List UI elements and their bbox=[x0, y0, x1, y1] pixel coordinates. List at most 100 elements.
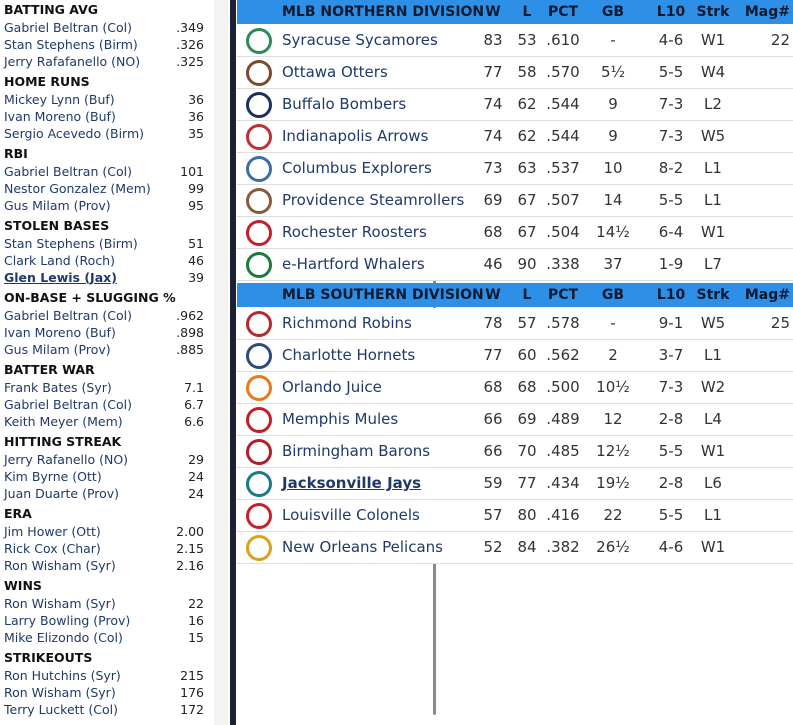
player-name: Larry Bowling (Prov) bbox=[4, 613, 131, 628]
column-header: L bbox=[522, 287, 532, 303]
team-stat: 46 bbox=[483, 255, 503, 273]
team-stat: 77 bbox=[483, 63, 503, 81]
team-stat: 6-4 bbox=[658, 223, 684, 241]
column-header: L bbox=[522, 4, 532, 20]
team-stat: 57 bbox=[483, 506, 503, 524]
team-stat: 9 bbox=[608, 127, 618, 145]
column-header: Mag# bbox=[744, 287, 790, 303]
team-logo bbox=[246, 220, 272, 246]
team-logo bbox=[246, 439, 272, 465]
stat-value: 6.6 bbox=[184, 414, 204, 429]
scrollbar[interactable] bbox=[214, 0, 436, 725]
stat-value: .325 bbox=[176, 54, 204, 69]
team-row[interactable]: Richmond Robins 78 57 .578 - 9-1 W5 25 bbox=[237, 308, 793, 340]
team-row[interactable]: Syracuse Sycamores 83 53 .610 - 4-6 W1 22 bbox=[237, 25, 793, 57]
team-row[interactable]: Columbus Explorers 73 63 .537 10 8-2 L1 bbox=[237, 153, 793, 185]
player-name: Ron Wisham (Syr) bbox=[4, 558, 116, 573]
team-stat: 70 bbox=[517, 442, 537, 460]
leader-category: HITTING STREAK bbox=[4, 434, 122, 449]
team-name: e-Hartford Whalers bbox=[282, 255, 425, 273]
team-row[interactable]: Birmingham Barons 66 70 .485 12½ 5-5 W1 bbox=[237, 436, 793, 468]
stat-value: 2.00 bbox=[176, 524, 204, 539]
stat-value: 2.16 bbox=[176, 558, 204, 573]
team-stat: - bbox=[610, 31, 616, 49]
team-stat: L6 bbox=[704, 474, 722, 492]
team-stat: 2-8 bbox=[658, 474, 684, 492]
team-stat: 74 bbox=[483, 95, 503, 113]
team-stat: 77 bbox=[483, 346, 503, 364]
player-name: Ron Wisham (Syr) bbox=[4, 685, 116, 700]
team-stat: 67 bbox=[517, 223, 537, 241]
team-stat: L2 bbox=[704, 95, 722, 113]
stat-value: 36 bbox=[188, 92, 204, 107]
team-row[interactable]: e-Hartford Whalers 46 90 .338 37 1-9 L7 bbox=[237, 249, 793, 281]
team-stat: 69 bbox=[517, 410, 537, 428]
team-stat: L1 bbox=[704, 191, 722, 209]
team-stat: 9 bbox=[608, 95, 618, 113]
leader-category: STRIKEOUTS bbox=[4, 650, 93, 665]
stat-value: 24 bbox=[188, 469, 204, 484]
team-stat: L1 bbox=[704, 346, 722, 364]
team-stat: L7 bbox=[704, 255, 722, 273]
team-name: Syracuse Sycamores bbox=[282, 31, 438, 49]
team-stat: .544 bbox=[546, 95, 580, 113]
team-row[interactable]: Indianapolis Arrows 74 62 .544 9 7-3 W5 bbox=[237, 121, 793, 153]
player-name: Gabriel Beltran (Col) bbox=[4, 397, 132, 412]
column-header: GB bbox=[601, 287, 625, 303]
stat-value: 172 bbox=[180, 702, 204, 717]
team-stat: 90 bbox=[517, 255, 537, 273]
team-logo bbox=[246, 407, 272, 433]
team-stat: 7-3 bbox=[658, 378, 684, 396]
team-name: Providence Steamrollers bbox=[282, 191, 465, 209]
team-stat: .489 bbox=[546, 410, 580, 428]
team-name[interactable]: Jacksonville Jays bbox=[282, 474, 422, 492]
stat-value: 36 bbox=[188, 109, 204, 124]
team-logo bbox=[246, 156, 272, 182]
team-stat: 62 bbox=[517, 95, 537, 113]
column-header: GB bbox=[601, 4, 625, 20]
team-stat: L1 bbox=[704, 506, 722, 524]
team-name: Indianapolis Arrows bbox=[282, 127, 429, 145]
team-row[interactable]: Ottawa Otters 77 58 .570 5½ 5-5 W4 bbox=[237, 57, 793, 89]
leader-category: RBI bbox=[4, 146, 28, 161]
team-row[interactable]: Providence Steamrollers 69 67 .507 14 5-5 L1 bbox=[237, 185, 793, 217]
team-stat: W1 bbox=[700, 442, 726, 460]
player-name: Gabriel Beltran (Col) bbox=[4, 164, 132, 179]
team-stat: 8-2 bbox=[658, 159, 684, 177]
column-header: PCT bbox=[547, 4, 579, 20]
stat-value: 35 bbox=[188, 126, 204, 141]
team-stat: 59 bbox=[483, 474, 503, 492]
team-row[interactable]: Orlando Juice 68 68 .500 10½ 7-3 W2 bbox=[237, 372, 793, 404]
team-name: Birmingham Barons bbox=[282, 442, 431, 460]
team-logo bbox=[246, 252, 272, 278]
team-stat: 14½ bbox=[596, 223, 630, 241]
team-row[interactable]: New Orleans Pelicans 52 84 .382 26½ 4-6 W1 bbox=[237, 532, 793, 564]
team-stat: - bbox=[610, 314, 616, 332]
player-name: Ivan Moreno (Buf) bbox=[4, 325, 116, 340]
team-name: Memphis Mules bbox=[282, 410, 399, 428]
team-logo bbox=[246, 503, 272, 529]
team-stat: .338 bbox=[546, 255, 580, 273]
team-stat: 67 bbox=[517, 191, 537, 209]
team-name: Columbus Explorers bbox=[282, 159, 432, 177]
team-stat: 57 bbox=[517, 314, 537, 332]
team-row[interactable]: Jacksonville Jays 59 77 .434 19½ 2-8 L6 bbox=[237, 468, 793, 500]
team-row[interactable]: Rochester Roosters 68 67 .504 14½ 6-4 W1 bbox=[237, 217, 793, 249]
team-row[interactable]: Memphis Mules 66 69 .489 12 2-8 L4 bbox=[237, 404, 793, 436]
player-name[interactable]: Glen Lewis (Jax) bbox=[4, 270, 117, 285]
leader-category: ERA bbox=[4, 506, 32, 521]
team-stat: 5-5 bbox=[658, 442, 684, 460]
team-row[interactable]: Buffalo Bombers 74 62 .544 9 7-3 L2 bbox=[237, 89, 793, 121]
player-name: Kim Byrne (Ott) bbox=[4, 469, 102, 484]
team-name: Charlotte Hornets bbox=[282, 346, 416, 364]
player-name: Frank Bates (Syr) bbox=[4, 380, 112, 395]
leader-category: WINS bbox=[4, 578, 42, 593]
team-logo bbox=[246, 311, 272, 337]
team-row[interactable]: Louisville Colonels 57 80 .416 22 5-5 L1 bbox=[237, 500, 793, 532]
team-name: Buffalo Bombers bbox=[282, 95, 407, 113]
stat-value: .885 bbox=[176, 342, 204, 357]
team-stat: L1 bbox=[704, 159, 722, 177]
team-stat: 5-5 bbox=[658, 191, 684, 209]
team-row[interactable]: Charlotte Hornets 77 60 .562 2 3-7 L1 bbox=[237, 340, 793, 372]
player-name: Jim Hower (Ott) bbox=[4, 524, 101, 539]
